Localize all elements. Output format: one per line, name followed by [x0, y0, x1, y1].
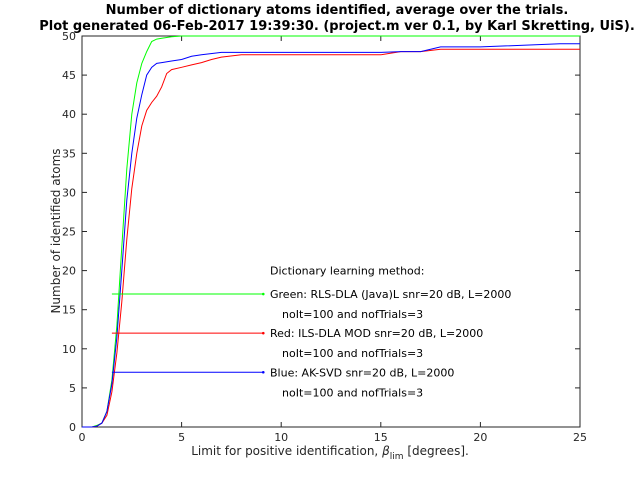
legend-marker-3	[261, 370, 265, 374]
legend-heading: Dictionary learning method:	[270, 265, 424, 278]
x-tick-label: 10	[274, 431, 288, 444]
series-line-2	[82, 48, 580, 428]
y-tick-label: 15	[62, 304, 76, 317]
x-tick-label: 5	[178, 431, 185, 444]
y-tick-label: 40	[62, 108, 76, 121]
y-tick-label: 30	[62, 186, 76, 199]
chart-title-line1: Number of dictionary atoms identified, a…	[106, 3, 569, 18]
legend-marker-2	[261, 331, 265, 335]
y-tick-label: 20	[62, 265, 76, 278]
legend-sublabel-3: noIt=100 and nofTrials=3	[282, 386, 423, 399]
series-line-3	[82, 43, 580, 428]
x-tick-label: 25	[573, 431, 587, 444]
y-tick-label: 0	[69, 421, 76, 434]
legend-sublabel-1: noIt=100 and nofTrials=3	[282, 308, 423, 321]
y-tick-label: 50	[62, 30, 76, 43]
x-axis-label: Limit for positive identification, βlim …	[191, 444, 469, 462]
legend-marker-1	[261, 292, 265, 296]
y-tick-label: 35	[62, 147, 76, 160]
y-axis-label: Number of identified atoms	[49, 148, 63, 313]
x-tick-label: 15	[374, 431, 388, 444]
legend: Dictionary learning method: Green: RLS-DL…	[111, 265, 511, 399]
legend-sublabel-2: noIt=100 and nofTrials=3	[282, 347, 423, 360]
x-tick-label: 0	[79, 431, 86, 444]
tick-labels: 0 5 10 15 20 25 0 5 10 15 20 25 30 35 40 45 50	[62, 30, 587, 444]
legend-label-3: Blue: AK-SVD snr=20 dB, L=2000	[270, 366, 454, 379]
legend-label-1: Green: RLS-DLA (Java)L snr=20 dB, L=2000	[270, 288, 511, 301]
y-tick-label: 10	[62, 343, 76, 356]
series-layer	[82, 35, 580, 428]
legend-label-2: Red: ILS-DLA MOD snr=20 dB, L=2000	[270, 327, 483, 340]
y-tick-label: 45	[62, 69, 76, 82]
x-tick-label: 20	[473, 431, 487, 444]
y-tick-label: 25	[62, 226, 76, 239]
y-tick-label: 5	[69, 382, 76, 395]
chart-title-line2: Plot generated 06-Feb-2017 19:39:30. (pr…	[39, 19, 635, 34]
